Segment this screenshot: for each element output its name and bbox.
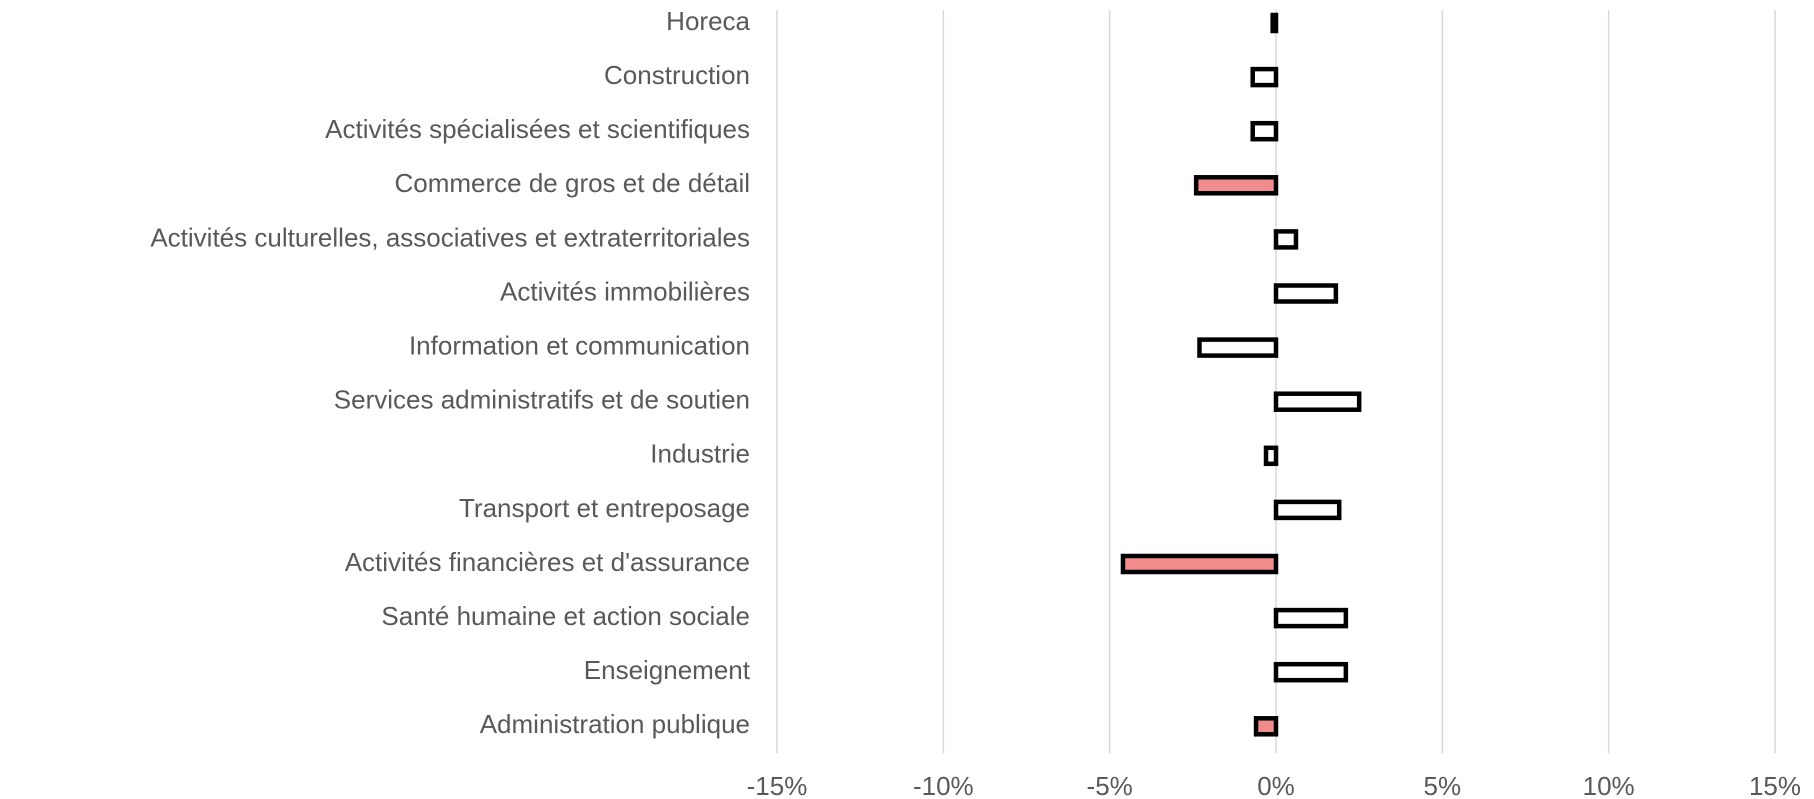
bar [1273, 607, 1349, 629]
bar [1250, 120, 1279, 142]
x-tick-label: -5% [1087, 771, 1133, 799]
bar [1273, 283, 1339, 304]
bar [1273, 391, 1362, 412]
y-tick-label: Commerce de gros et de détail [394, 168, 750, 198]
y-tick-label: Activités financières et d'assurance [345, 547, 750, 577]
y-tick-label: Construction [604, 60, 750, 90]
y-tick-label: Services administratifs et de soutien [334, 385, 750, 415]
x-tick-label: -15% [747, 771, 808, 799]
y-tick-label: Horeca [666, 6, 750, 36]
y-tick-label: Transport et entreposage [459, 493, 750, 523]
bar [1250, 66, 1279, 88]
y-tick-label: Information et communication [409, 330, 750, 360]
y-tick-label: Enseignement [584, 655, 751, 685]
y-tick-label: Industrie [650, 439, 750, 469]
x-tick-label: -10% [913, 771, 974, 799]
y-tick-label: Santé humaine et action sociale [381, 601, 750, 631]
y-tick-label: Activités immobilières [500, 276, 750, 306]
x-tick-label: 5% [1424, 771, 1462, 799]
bar [1273, 661, 1349, 683]
bar [1273, 499, 1342, 521]
bar [1263, 445, 1279, 467]
y-tick-label: Activités culturelles, associatives et e… [150, 222, 750, 252]
bar [1193, 175, 1279, 196]
y-tick-label: Activités spécialisées et scientifiques [325, 114, 750, 144]
bar [1273, 229, 1299, 250]
x-tick-label: 15% [1749, 771, 1801, 799]
bar [1120, 553, 1279, 575]
y-tick-label: Administration publique [480, 709, 750, 739]
x-tick-label: 10% [1583, 771, 1635, 799]
bar [1197, 337, 1279, 358]
x-tick-label: 0% [1257, 771, 1295, 799]
bar [1270, 12, 1279, 34]
bar [1253, 716, 1279, 737]
